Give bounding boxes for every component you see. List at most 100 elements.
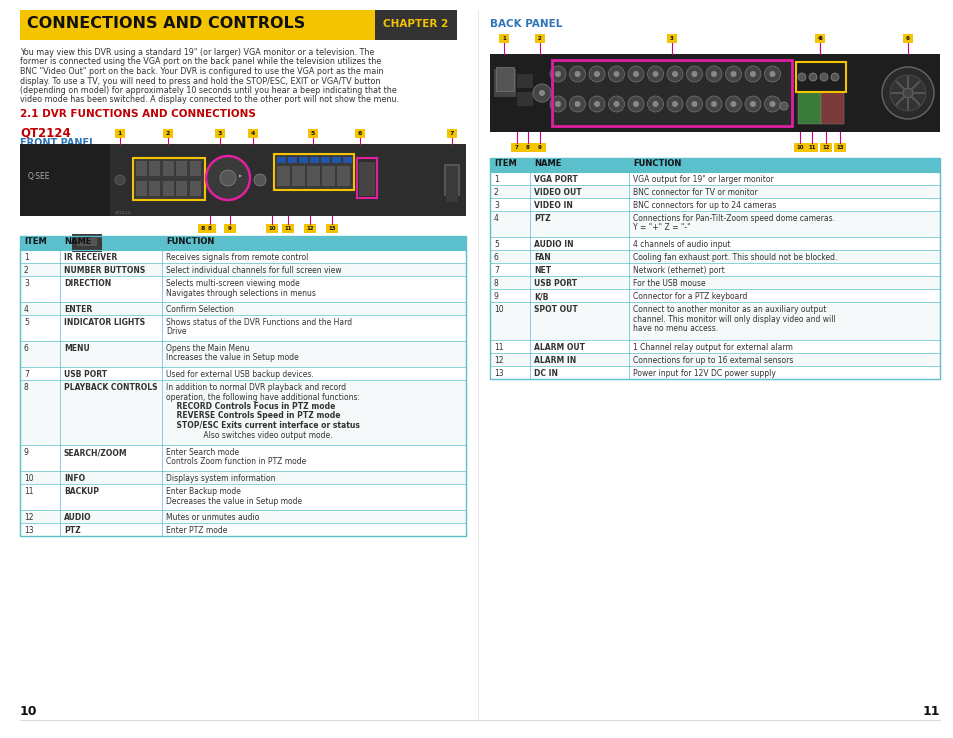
- Circle shape: [763, 66, 780, 82]
- Circle shape: [608, 96, 624, 112]
- Bar: [71, 234, 102, 252]
- Circle shape: [555, 71, 560, 77]
- Circle shape: [538, 90, 544, 96]
- Circle shape: [830, 73, 838, 81]
- Bar: [310, 157, 318, 163]
- Text: 5: 5: [24, 318, 29, 327]
- Text: Q·SEE: Q·SEE: [28, 173, 51, 182]
- Text: 2: 2: [166, 131, 170, 136]
- Bar: [355, 129, 365, 138]
- Circle shape: [206, 156, 250, 200]
- Text: ENTER: ENTER: [64, 305, 92, 314]
- Text: Confirm Selection: Confirm Selection: [166, 305, 233, 314]
- Bar: [511, 143, 522, 152]
- Text: 8: 8: [200, 226, 205, 231]
- Text: You may view this DVR using a standard 19" (or larger) VGA monitor or a televisi: You may view this DVR using a standard 1…: [20, 48, 374, 57]
- Text: 4: 4: [818, 36, 821, 41]
- Bar: [490, 276, 939, 289]
- Text: 5: 5: [818, 36, 821, 41]
- Bar: [666, 34, 677, 43]
- Circle shape: [686, 96, 701, 112]
- Text: USB PORT: USB PORT: [64, 370, 107, 379]
- Bar: [274, 154, 354, 190]
- Bar: [20, 471, 465, 484]
- Circle shape: [808, 73, 816, 81]
- Text: INFO: INFO: [64, 474, 85, 483]
- Bar: [176, 181, 188, 196]
- Circle shape: [220, 170, 235, 186]
- Bar: [490, 198, 939, 211]
- Text: Connect to another monitor as an auxiliary output: Connect to another monitor as an auxilia…: [633, 305, 825, 314]
- Bar: [20, 144, 110, 216]
- Text: Connections for up to 16 external sensors: Connections for up to 16 external sensor…: [633, 356, 793, 365]
- Circle shape: [588, 66, 604, 82]
- Circle shape: [594, 101, 599, 107]
- Text: 5: 5: [311, 131, 314, 136]
- Bar: [214, 129, 225, 138]
- Circle shape: [666, 96, 682, 112]
- Text: BNC connectors for up to 24 cameras: BNC connectors for up to 24 cameras: [633, 201, 776, 210]
- Text: Y = "+" Z = "-": Y = "+" Z = "-": [633, 224, 690, 232]
- Bar: [490, 366, 939, 379]
- Bar: [797, 92, 821, 124]
- Bar: [517, 92, 533, 106]
- Text: 2: 2: [24, 266, 29, 275]
- Circle shape: [780, 102, 787, 110]
- Circle shape: [647, 96, 662, 112]
- Bar: [292, 166, 305, 186]
- Circle shape: [710, 101, 717, 107]
- Text: 11: 11: [922, 705, 939, 718]
- Bar: [534, 143, 545, 152]
- Text: 11: 11: [807, 145, 815, 150]
- Text: Power input for 12V DC power supply: Power input for 12V DC power supply: [633, 369, 775, 378]
- Text: 9: 9: [228, 226, 232, 231]
- Text: DIRECTION: DIRECTION: [64, 279, 112, 288]
- Bar: [150, 181, 160, 196]
- Text: 1: 1: [501, 36, 505, 41]
- Bar: [490, 237, 939, 250]
- Text: Selects multi-screen viewing mode: Selects multi-screen viewing mode: [166, 279, 299, 288]
- Text: PLAYBACK CONTROLS: PLAYBACK CONTROLS: [64, 383, 157, 392]
- Text: 2: 2: [494, 188, 498, 197]
- Bar: [190, 161, 201, 176]
- Bar: [20, 144, 465, 216]
- Text: 11: 11: [24, 487, 33, 496]
- Circle shape: [627, 96, 643, 112]
- Circle shape: [569, 96, 585, 112]
- Circle shape: [588, 96, 604, 112]
- Text: Receives signals from remote control: Receives signals from remote control: [166, 253, 308, 262]
- Text: Select individual channels for full screen view: Select individual channels for full scre…: [166, 266, 341, 275]
- Bar: [821, 92, 843, 124]
- Circle shape: [763, 96, 780, 112]
- Circle shape: [730, 71, 736, 77]
- Text: VIDEO IN: VIDEO IN: [534, 201, 572, 210]
- Text: former is connected using the VGA port on the back panel while the television ut: former is connected using the VGA port o…: [20, 58, 381, 66]
- Circle shape: [613, 71, 618, 77]
- Text: BNC connector for TV or monitor: BNC connector for TV or monitor: [633, 188, 757, 197]
- Bar: [150, 161, 160, 176]
- Text: Connector for a PTZ keyboard: Connector for a PTZ keyboard: [633, 292, 746, 301]
- Bar: [358, 162, 375, 196]
- Text: AUDIO IN: AUDIO IN: [534, 240, 573, 249]
- Text: Enter Search mode: Enter Search mode: [166, 448, 239, 457]
- Circle shape: [889, 75, 925, 111]
- Text: operation, the following have additional functions:: operation, the following have additional…: [166, 393, 359, 401]
- Text: 3: 3: [494, 201, 498, 210]
- Circle shape: [627, 66, 643, 82]
- Text: ALARM OUT: ALARM OUT: [534, 343, 584, 352]
- Bar: [308, 129, 317, 138]
- Circle shape: [749, 71, 755, 77]
- Text: 9: 9: [24, 448, 29, 457]
- Text: BNC "Video Out" port on the back. Your DVR is configured to use the VGA port as : BNC "Video Out" port on the back. Your D…: [20, 67, 383, 76]
- Text: Opens the Main Menu: Opens the Main Menu: [166, 344, 250, 353]
- Bar: [163, 129, 172, 138]
- Bar: [494, 69, 516, 97]
- Bar: [332, 157, 340, 163]
- Text: 3: 3: [24, 279, 29, 288]
- Bar: [490, 340, 939, 353]
- Text: PTZ: PTZ: [64, 526, 81, 535]
- Text: Enter PTZ mode: Enter PTZ mode: [166, 526, 227, 535]
- Text: 9: 9: [537, 145, 541, 150]
- Bar: [20, 276, 465, 302]
- Bar: [793, 143, 805, 152]
